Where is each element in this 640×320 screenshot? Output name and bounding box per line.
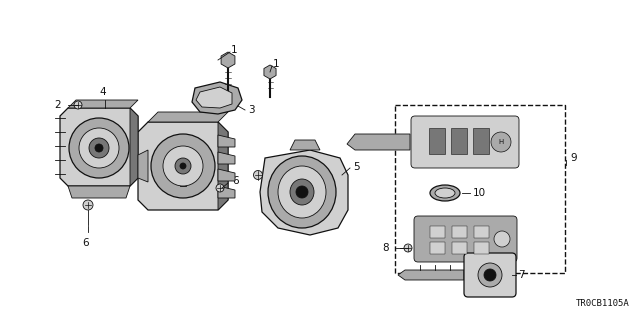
Text: 5: 5 [353, 162, 360, 172]
Text: 10: 10 [473, 188, 486, 198]
Bar [451, 128, 467, 154]
Polygon shape [60, 108, 138, 186]
Text: 3: 3 [248, 105, 255, 115]
Text: 7: 7 [518, 270, 525, 280]
Circle shape [151, 134, 215, 198]
Circle shape [296, 186, 308, 198]
Circle shape [163, 146, 203, 186]
Polygon shape [218, 135, 235, 147]
Text: 1: 1 [273, 59, 280, 69]
Polygon shape [221, 52, 235, 68]
Circle shape [83, 200, 93, 210]
Ellipse shape [435, 188, 455, 198]
Circle shape [79, 128, 119, 168]
Polygon shape [130, 108, 138, 186]
FancyBboxPatch shape [414, 216, 517, 262]
Polygon shape [290, 140, 320, 150]
Circle shape [180, 163, 186, 169]
Polygon shape [218, 152, 235, 164]
Polygon shape [148, 112, 228, 122]
Ellipse shape [430, 185, 460, 201]
Polygon shape [264, 65, 276, 79]
Text: H: H [499, 139, 504, 145]
Polygon shape [192, 82, 242, 114]
Circle shape [478, 263, 502, 287]
Circle shape [175, 158, 191, 174]
Bar [452, 242, 467, 254]
Circle shape [404, 244, 412, 252]
Circle shape [494, 231, 510, 247]
Bar [474, 242, 489, 254]
Circle shape [74, 101, 82, 109]
Circle shape [69, 118, 129, 178]
Text: 2: 2 [54, 100, 61, 110]
Text: 4: 4 [100, 87, 106, 97]
Polygon shape [68, 100, 138, 108]
Text: 1: 1 [231, 45, 237, 55]
Polygon shape [138, 122, 228, 210]
Polygon shape [218, 169, 235, 181]
FancyBboxPatch shape [464, 253, 516, 297]
Polygon shape [347, 134, 410, 150]
Text: 9: 9 [570, 153, 577, 163]
Circle shape [484, 269, 496, 281]
Polygon shape [218, 186, 235, 198]
Polygon shape [398, 270, 464, 280]
Text: 6: 6 [232, 176, 239, 186]
Bar [430, 226, 445, 238]
Ellipse shape [268, 156, 336, 228]
Text: 8: 8 [382, 243, 389, 253]
Polygon shape [138, 150, 148, 182]
Circle shape [95, 144, 103, 152]
Polygon shape [260, 150, 348, 235]
Text: 6: 6 [83, 238, 90, 248]
FancyBboxPatch shape [411, 116, 519, 168]
Bar [395, 105, 565, 273]
Bar [474, 226, 489, 238]
Polygon shape [196, 87, 232, 108]
Text: TR0CB1105A: TR0CB1105A [576, 299, 630, 308]
Bar [429, 128, 445, 154]
Ellipse shape [278, 166, 326, 218]
Circle shape [89, 138, 109, 158]
Polygon shape [68, 186, 130, 198]
Bar [473, 128, 489, 154]
Circle shape [216, 184, 224, 192]
Polygon shape [218, 122, 228, 210]
Circle shape [491, 132, 511, 152]
Ellipse shape [290, 179, 314, 205]
Bar [430, 242, 445, 254]
Circle shape [253, 171, 262, 180]
Bar [452, 226, 467, 238]
